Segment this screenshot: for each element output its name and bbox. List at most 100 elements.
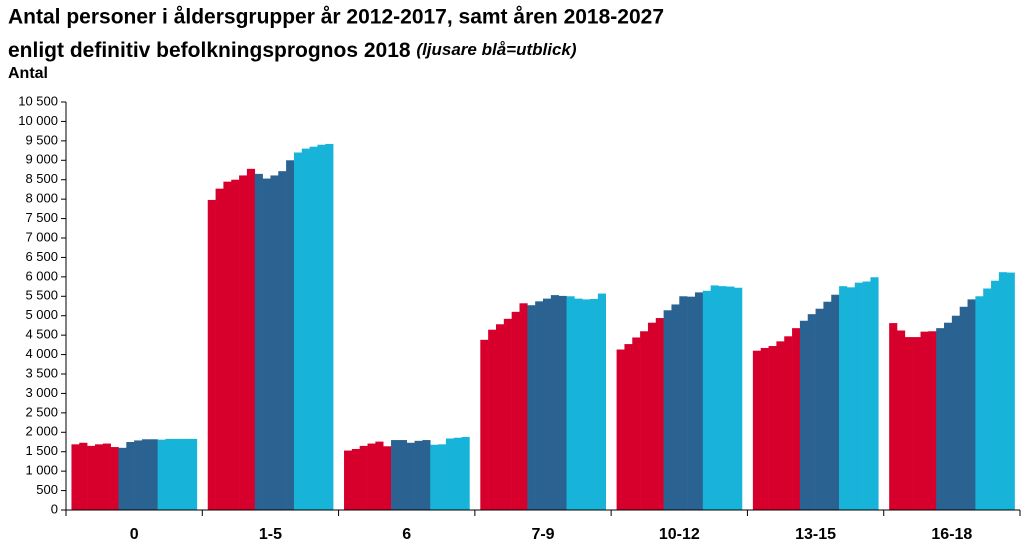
bar	[157, 439, 166, 510]
bar	[550, 295, 559, 510]
bar	[726, 286, 735, 510]
bar	[823, 301, 832, 510]
bar	[846, 287, 856, 510]
y-tick-label: 5 500	[25, 288, 58, 303]
bar	[398, 440, 408, 510]
bar	[480, 339, 489, 510]
bar	[270, 175, 279, 510]
bar	[904, 337, 913, 510]
bar	[134, 440, 143, 510]
bar	[317, 144, 326, 510]
bar	[511, 311, 520, 510]
y-tick-label: 4 000	[25, 346, 58, 361]
x-tick-label: 13-15	[795, 526, 836, 543]
bar	[959, 306, 968, 510]
y-tick-label: 3 000	[25, 385, 58, 400]
bar	[79, 442, 88, 510]
bar	[710, 285, 719, 510]
bar	[582, 299, 591, 510]
bar	[768, 346, 777, 510]
y-tick-label: 10 500	[18, 93, 58, 108]
bar	[799, 320, 809, 510]
bar	[278, 171, 287, 510]
bar	[383, 446, 392, 510]
bar	[344, 450, 353, 510]
bar	[543, 298, 552, 510]
y-tick-label: 500	[36, 482, 58, 497]
bar	[967, 299, 976, 510]
bar	[734, 287, 743, 510]
bar	[207, 199, 216, 511]
y-tick-label: 5 000	[25, 307, 58, 322]
bar	[807, 314, 816, 510]
bar	[246, 168, 256, 510]
bar	[558, 295, 567, 510]
bar	[102, 443, 111, 510]
chart-title: Antal personer i åldersgrupper år 2012-2…	[8, 6, 664, 29]
bar	[495, 324, 505, 510]
bar	[141, 439, 151, 510]
y-tick-label: 6 000	[25, 268, 58, 283]
y-tick-label: 4 500	[25, 327, 58, 342]
bar	[293, 152, 303, 510]
bar	[309, 146, 318, 510]
bar	[776, 341, 785, 510]
bar	[118, 447, 127, 510]
bar	[231, 179, 240, 510]
bar	[367, 443, 376, 510]
chart-subtitle: enligt definitiv befolkningsprognos 2018…	[8, 39, 577, 62]
bar	[679, 296, 688, 510]
bar	[574, 298, 583, 510]
bar	[663, 310, 672, 510]
y-tick-label: 8 500	[25, 171, 58, 186]
bar	[535, 301, 544, 510]
bar	[694, 292, 704, 510]
bar	[936, 328, 945, 510]
bar	[655, 318, 664, 510]
bar	[406, 442, 415, 510]
bar	[616, 349, 625, 510]
y-tick-label: 1 000	[25, 463, 58, 478]
bar	[391, 440, 400, 510]
bar	[215, 188, 224, 510]
bar	[928, 331, 937, 510]
y-axis-label: Antal	[8, 65, 48, 82]
bar	[792, 328, 801, 510]
x-tick-label: 16-18	[931, 526, 972, 543]
y-tick-label: 9 000	[25, 152, 58, 167]
bar	[165, 438, 174, 510]
bar	[862, 281, 871, 510]
bar	[286, 160, 295, 511]
y-tick-label: 0	[51, 501, 58, 516]
bar	[566, 296, 575, 510]
bar	[445, 438, 455, 510]
x-tick-label: 1-5	[259, 526, 282, 543]
y-tick-label: 3 500	[25, 365, 58, 380]
bar	[760, 347, 769, 510]
bar	[597, 293, 606, 510]
bar	[239, 175, 248, 510]
annotation: (ljusare blå=utblick)	[416, 40, 576, 59]
bar	[438, 444, 447, 510]
bar	[897, 330, 906, 510]
bar	[173, 438, 182, 510]
y-tick-label: 2 000	[25, 424, 58, 439]
bar	[375, 441, 384, 510]
y-tick-label: 6 500	[25, 249, 58, 264]
y-tick-label: 10 000	[18, 113, 58, 128]
bar	[488, 329, 497, 510]
bar	[870, 277, 879, 510]
bar	[359, 445, 368, 510]
bar	[815, 308, 824, 510]
bar	[839, 286, 848, 510]
bar	[991, 280, 1000, 510]
bar	[624, 344, 633, 510]
bar	[671, 304, 680, 510]
bar	[254, 173, 263, 510]
bar	[351, 448, 360, 510]
y-tick-label: 2 500	[25, 404, 58, 419]
bar	[223, 181, 232, 510]
y-tick-label: 9 500	[25, 132, 58, 147]
bar	[983, 288, 992, 510]
